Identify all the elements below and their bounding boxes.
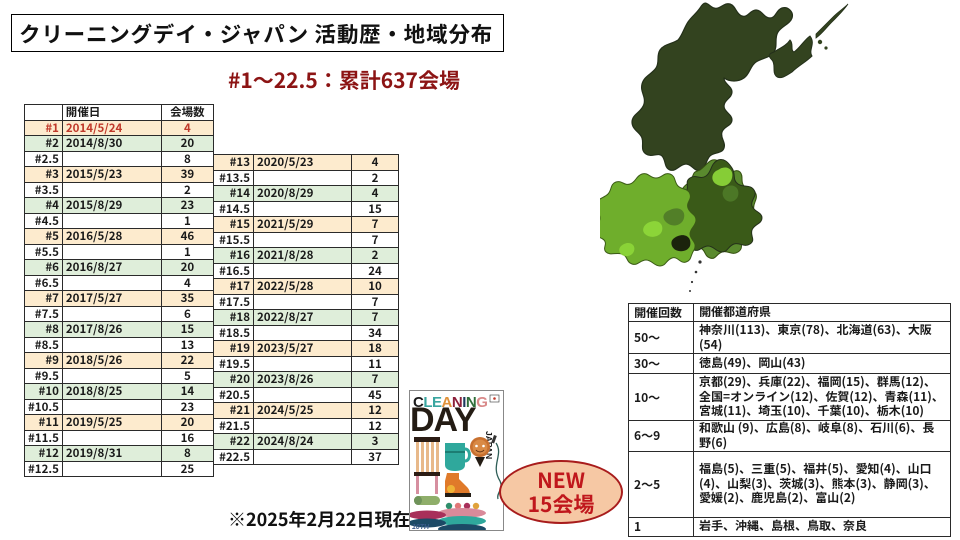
svg-text:10TH: 10TH: [412, 524, 430, 531]
svg-text:DAY: DAY: [410, 401, 477, 439]
